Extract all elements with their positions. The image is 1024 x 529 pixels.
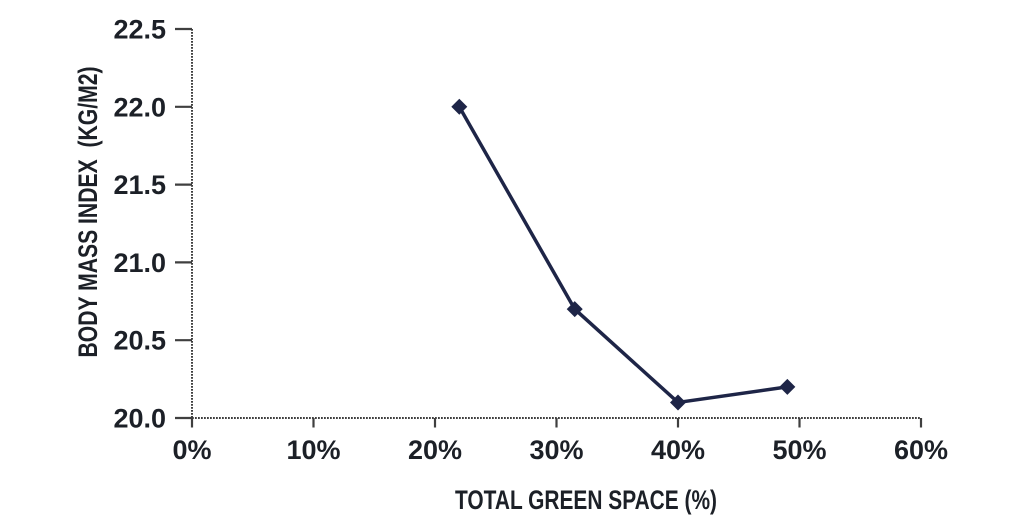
y-axis-title: BODY MASS INDEX (KG/M2) [73,67,103,358]
x-tick-label: 40% [651,435,705,465]
y-tick-label: 20.0 [113,404,166,434]
series-polyline [457,105,790,405]
data-point-marker [670,394,686,411]
x-axis-title: TOTAL GREEN SPACE (%) [455,485,717,515]
y-tick-label: 22.5 [113,15,166,45]
axes: 22.5 22.0 21.5 21.0 20.5 20.00% 10% 20% 30% 40% 50… [113,15,948,466]
x-tick-label: 60% [894,435,948,465]
x-tick-label: 20% [408,435,462,465]
x-tick-label: 10% [286,435,340,465]
data-point-marker [779,378,796,395]
x-tick-label: 50% [772,435,826,465]
y-tick-label: 21.0 [113,248,166,278]
y-tick-label: 20.5 [113,326,166,356]
y-tick-label: 22.0 [113,92,166,122]
data-point-marker [451,98,468,115]
data-point-marker [566,301,583,318]
x-tick-label: 30% [529,435,583,465]
x-tick-label: 0% [172,435,211,465]
y-tick-label: 21.5 [113,170,166,200]
series [451,98,796,411]
